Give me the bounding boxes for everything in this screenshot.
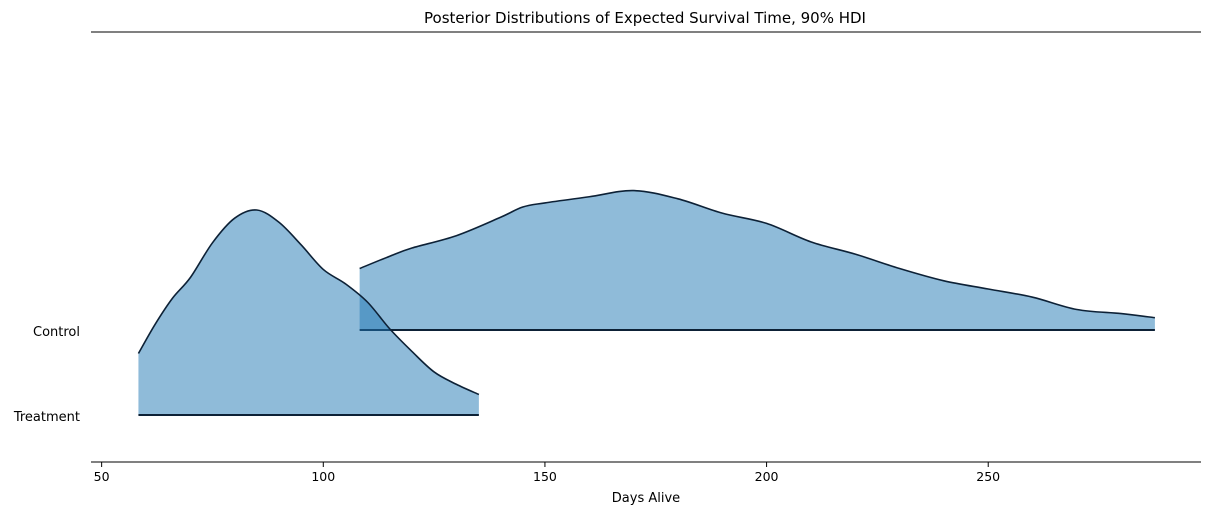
- y-label-control: Control: [33, 325, 80, 340]
- x-tick-label: 100: [311, 469, 335, 484]
- ridge-fill-treatment: [138, 209, 479, 415]
- ridge-line-control: [359, 189, 1155, 319]
- x-tick-label: 200: [755, 469, 779, 484]
- x-axis-ticks: 50 100 150 200 250: [94, 462, 1000, 484]
- ridges: [137, 189, 1155, 416]
- y-label-treatment: Treatment: [13, 410, 80, 425]
- x-tick-label: 250: [976, 469, 1000, 484]
- ridge-fill-control: [359, 190, 1155, 330]
- y-axis-labels: Control Treatment: [13, 325, 80, 425]
- ridge-line-treatment: [137, 209, 480, 396]
- chart-title: Posterior Distributions of Expected Surv…: [424, 9, 866, 27]
- x-axis-label: Days Alive: [612, 491, 680, 506]
- x-tick-label: 150: [533, 469, 557, 484]
- x-tick-label: 50: [94, 469, 110, 484]
